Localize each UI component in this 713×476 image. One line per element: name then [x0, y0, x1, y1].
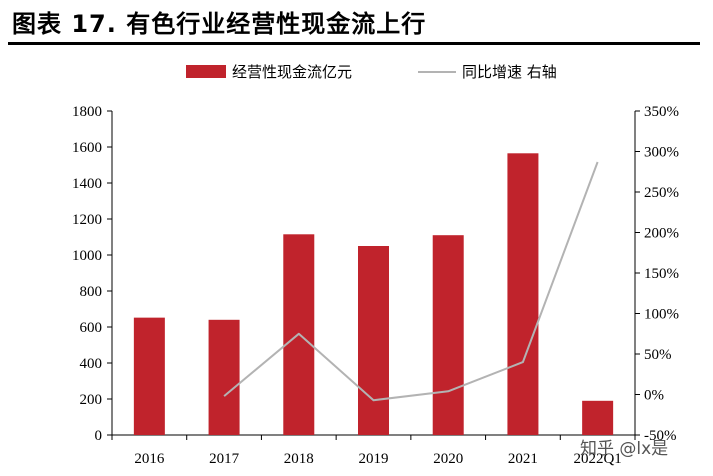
left-tick-label: 0 — [95, 428, 103, 444]
chart-title: 图表 17. 有色行业经营性现金流上行 — [12, 10, 427, 38]
legend-bar-swatch — [186, 65, 226, 78]
x-tick-label: 2022Q1 — [573, 451, 621, 467]
watermark: 知乎 @lx是 — [580, 439, 668, 459]
x-tick-label: 2021 — [508, 451, 538, 467]
growth-line — [223, 161, 599, 402]
left-tick-label: 1200 — [72, 212, 102, 228]
right-tick-label: 100% — [644, 307, 679, 323]
right-tick-label: 0% — [644, 388, 664, 404]
legend-bar-label: 经营性现金流亿元 — [232, 63, 352, 81]
x-tick-label: 2019 — [359, 451, 389, 467]
left-tick-label: 400 — [80, 356, 103, 372]
right-tick-label: 200% — [644, 226, 679, 242]
x-tick-label: 2020 — [433, 451, 463, 467]
right-tick-label: 300% — [644, 145, 679, 161]
right-tick-label: 150% — [644, 266, 679, 282]
left-tick-label: 800 — [80, 284, 103, 300]
right-tick-label: -50% — [644, 428, 677, 444]
bar — [358, 246, 389, 435]
bar — [133, 317, 165, 435]
legend-line-label: 同比增速 右轴 — [462, 63, 557, 81]
x-tick-label: 2016 — [134, 451, 165, 467]
bar — [208, 319, 240, 435]
left-tick-label: 600 — [80, 320, 103, 336]
left-tick-label: 1400 — [72, 176, 102, 192]
left-tick-label: 200 — [80, 392, 103, 408]
right-tick-label: 50% — [644, 347, 672, 363]
right-tick-label: 350% — [644, 104, 679, 120]
bar — [432, 235, 464, 435]
x-tick-label: 2017 — [209, 451, 240, 467]
x-tick-label: 2018 — [284, 451, 314, 467]
right-tick-label: 250% — [644, 185, 679, 201]
bar — [507, 153, 539, 436]
bar — [582, 400, 614, 435]
left-tick-label: 1600 — [72, 140, 102, 156]
title-underline — [8, 42, 700, 45]
left-tick-label: 1800 — [72, 104, 102, 120]
left-tick-label: 1000 — [72, 248, 102, 264]
